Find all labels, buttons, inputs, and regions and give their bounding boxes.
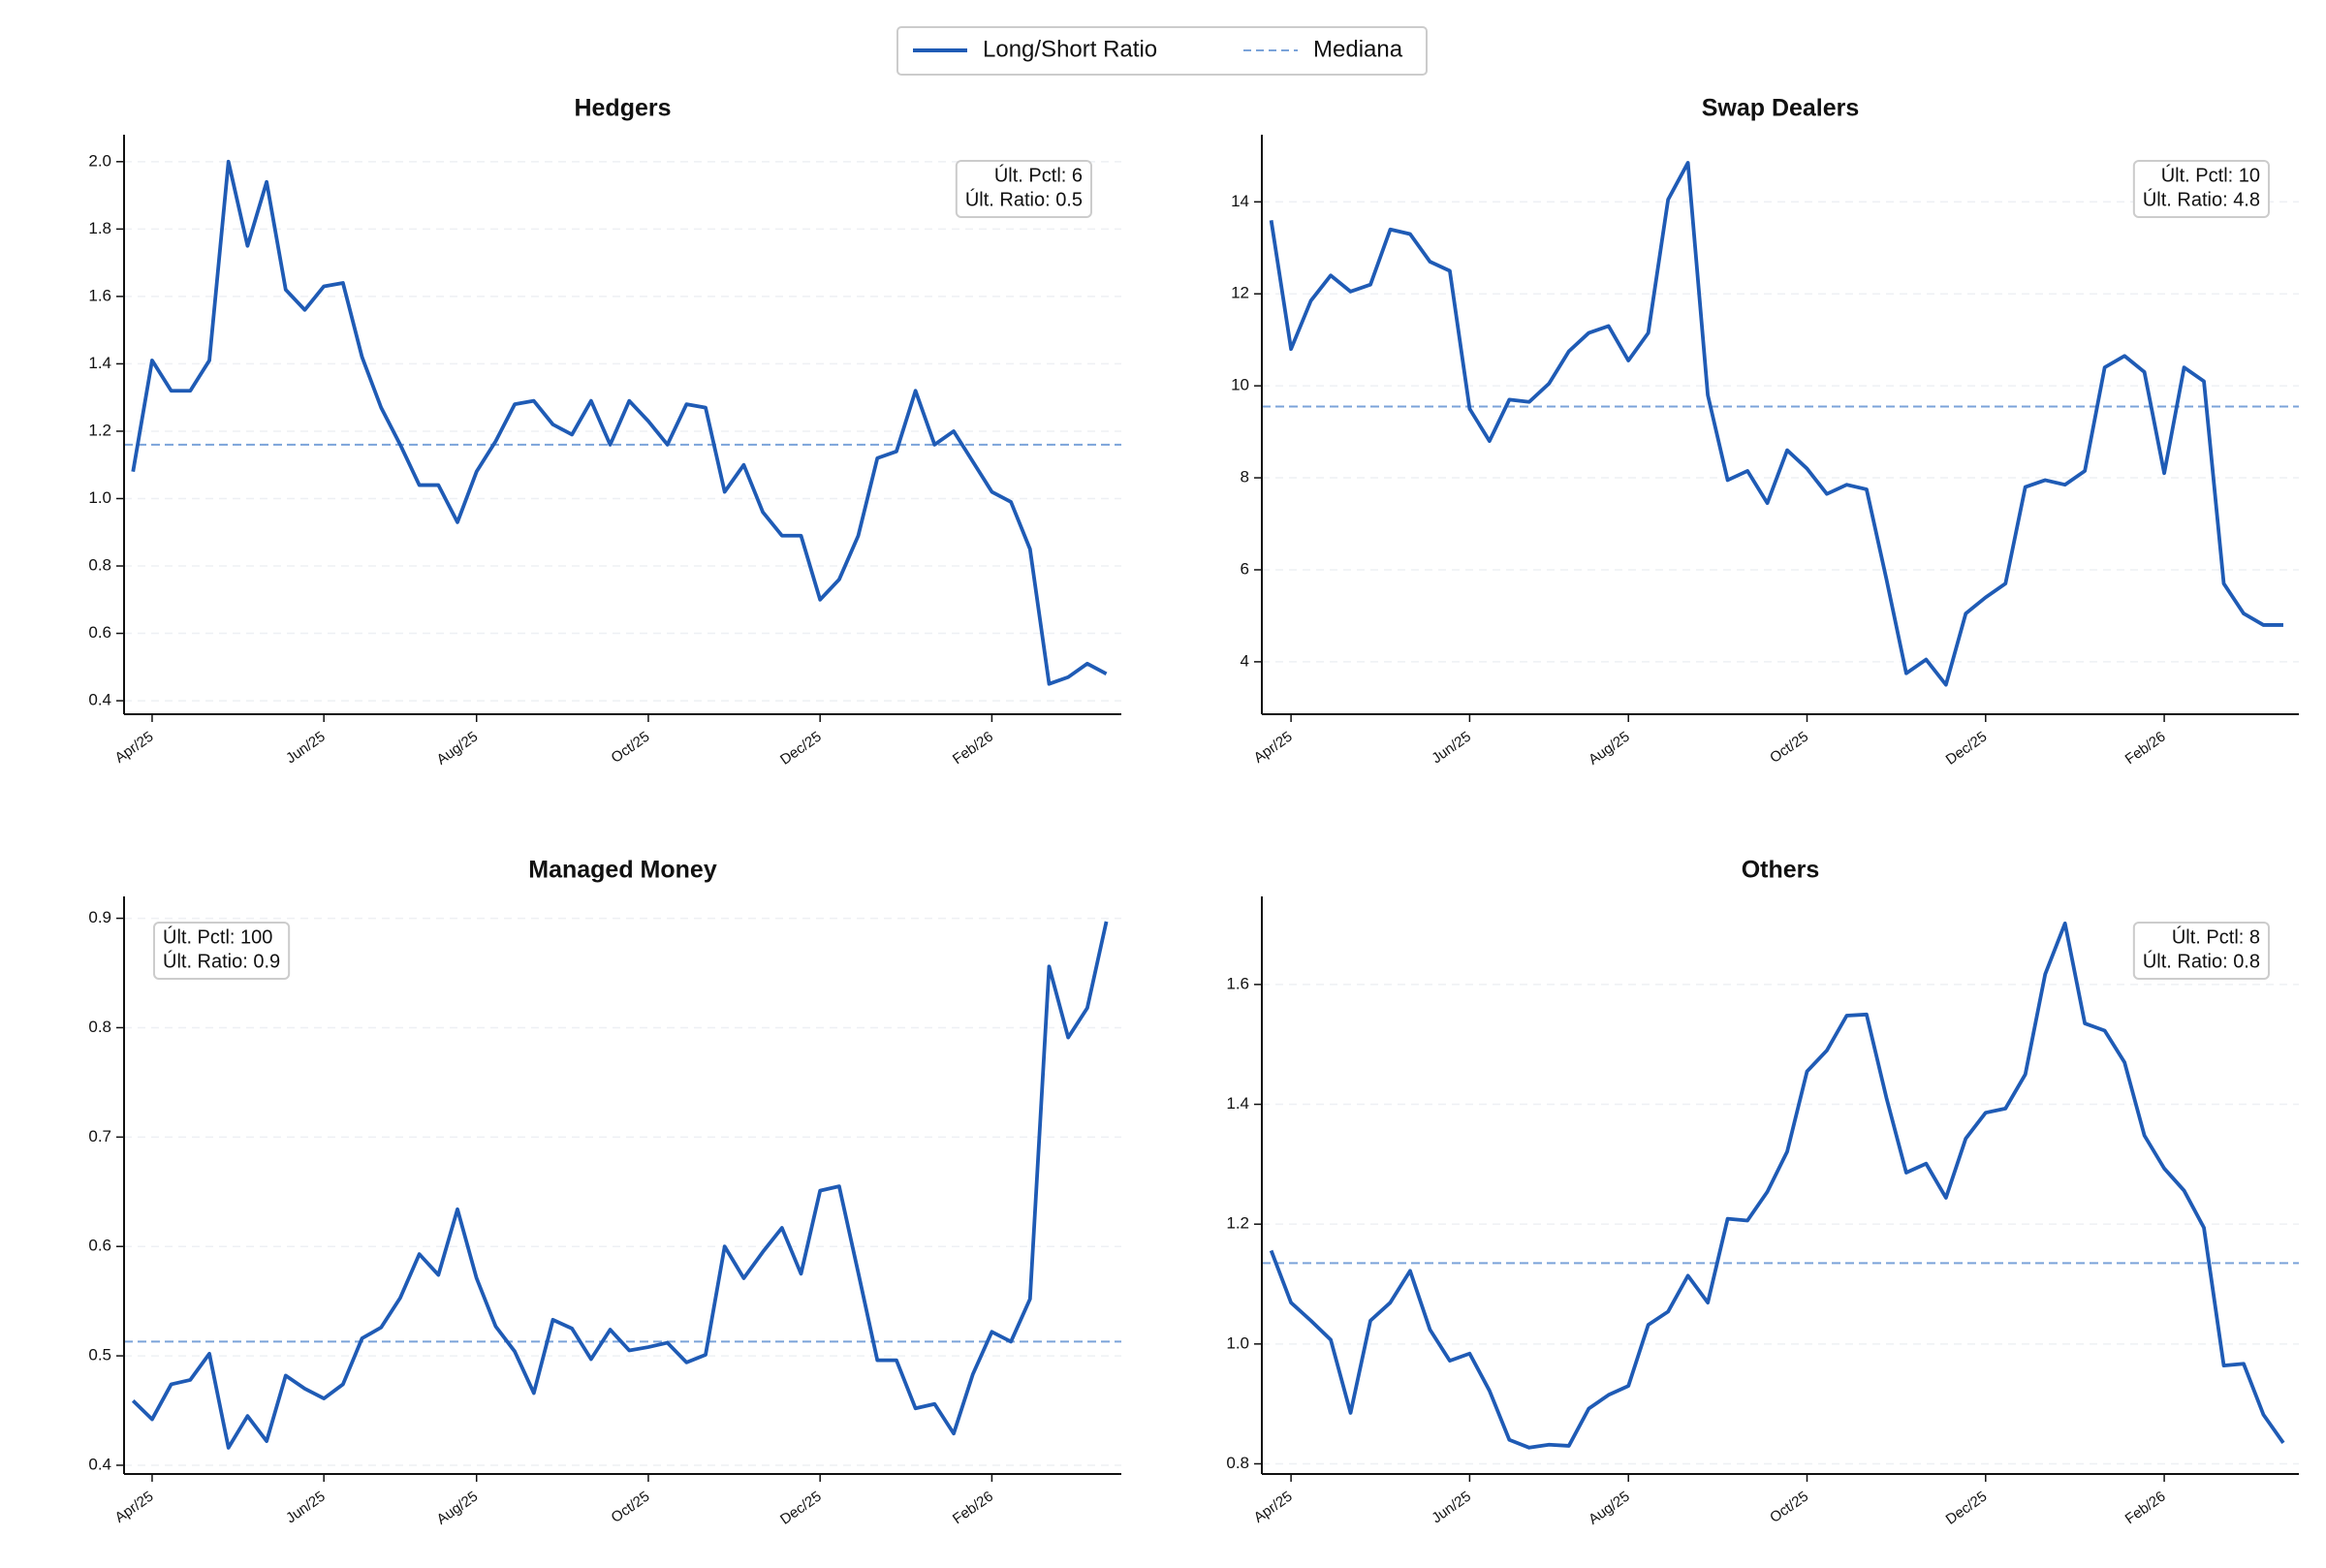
x-tick-label: Oct/25 [609,1489,653,1526]
y-tick-label: 2.0 [88,151,111,170]
x-tick-label: Aug/25 [1586,1489,1633,1528]
x-tick-label: Jun/25 [1429,729,1474,768]
annotation-text: Últ. Pctl: 100 [163,925,272,948]
x-tick-label: Apr/25 [112,729,157,767]
x-tick-label: Apr/25 [112,1489,157,1526]
x-tick-label: Feb/26 [2122,1489,2169,1528]
y-tick-label: 6 [1241,559,1249,578]
annotation-box [955,160,1092,218]
y-tick-label: 1.6 [88,286,111,304]
ratio-line [131,159,1108,686]
ratio-line [1269,161,2283,687]
y-tick-label: 10 [1231,376,1249,394]
y-tick-label: 1.6 [1226,974,1249,992]
legend-box [896,26,1428,76]
y-tick-label: 1.2 [88,421,111,439]
y-tick-label: 0.9 [88,908,111,926]
x-tick-label: Feb/26 [950,729,996,768]
panel: 0.8 1.0 1.2 1.4 1.6 Apr/25 Jun/25 Aug/25 Oct/25 D… [1226,857,2299,1528]
x-tick-label: Jun/25 [283,1489,329,1527]
x-tick-label: Feb/26 [950,1489,996,1528]
y-tick-label: 0.4 [88,1455,111,1473]
legend-label: Long/Short Ratio [983,36,1157,62]
annotation-text: Últ. Pctl: 6 [994,164,1083,186]
x-tick-label: Feb/26 [2122,729,2169,768]
annotation-text: Últ. Ratio: 0.8 [2143,950,2260,972]
annotation-box [2132,160,2270,218]
y-tick-label: 1.4 [88,354,111,372]
x-tick-label: Oct/25 [1767,729,1811,767]
x-tick-label: Dec/25 [777,729,825,768]
panel-title: Swap Dealers [1702,95,1860,122]
annotation-text: Últ. Ratio: 0.5 [965,188,1083,210]
y-tick-label: 1.2 [1226,1214,1249,1233]
y-tick-label: 12 [1231,284,1249,302]
x-tick-label: Aug/25 [434,1489,482,1528]
y-tick-label: 4 [1241,651,1249,670]
y-tick-label: 8 [1241,468,1249,486]
x-tick-label: Oct/25 [1767,1489,1811,1526]
annotation-box [2132,922,2270,980]
x-tick-label: Jun/25 [283,729,329,768]
y-tick-label: 0.7 [88,1127,111,1145]
x-tick-label: Aug/25 [1586,729,1633,768]
y-tick-label: 14 [1231,192,1249,210]
y-tick-label: 0.8 [1226,1454,1249,1472]
x-tick-label: Dec/25 [1943,729,1991,768]
y-tick-label: 1.8 [88,219,111,237]
x-tick-label: Aug/25 [434,729,482,768]
legend: Long/Short Ratio Mediana [896,26,1428,76]
annotation-box [153,922,291,980]
y-tick-label: 0.8 [88,1018,111,1036]
y-tick-label: 0.4 [88,691,111,709]
y-tick-label: 0.6 [88,623,111,642]
annotation-text: Últ. Ratio: 4.8 [2143,188,2260,210]
annotation-text: Últ. Ratio: 0.9 [163,950,280,972]
x-tick-label: Apr/25 [1251,1489,1296,1526]
panel: 4 6 8 10 12 14 Apr/25 Jun/25 Aug/25 Oct/25 Dec/25 F… [1231,95,2299,768]
legend-label: Mediana [1313,36,1403,62]
y-tick-label: 1.0 [88,488,111,507]
annotation-text: Últ. Pctl: 10 [2161,164,2260,186]
annotation-text: Últ. Pctl: 8 [2172,925,2260,948]
panel: 0.4 0.5 0.6 0.7 0.8 0.9 Apr/25 Jun/25 Aug/25 Oct/… [88,857,1121,1528]
x-tick-label: Apr/25 [1251,729,1296,767]
panel-title: Hedgers [574,95,671,122]
ratio-line [131,921,1109,1450]
y-tick-label: 0.8 [88,556,111,575]
y-tick-label: 0.6 [88,1237,111,1255]
panel: 0.4 0.6 0.8 1.0 1.2 1.4 1.6 1.8 2.0 Apr/25 Jun/25 A… [88,95,1121,768]
panel-title: Managed Money [528,857,717,884]
panel-title: Others [1742,857,1820,884]
x-tick-label: Oct/25 [609,729,653,767]
ratio-line [1269,921,2285,1450]
x-tick-label: Dec/25 [1943,1489,1991,1528]
y-tick-label: 1.0 [1226,1333,1249,1352]
y-tick-label: 0.5 [88,1346,111,1364]
y-tick-label: 1.4 [1226,1094,1249,1113]
x-tick-label: Dec/25 [777,1489,825,1528]
x-tick-label: Jun/25 [1429,1489,1474,1527]
